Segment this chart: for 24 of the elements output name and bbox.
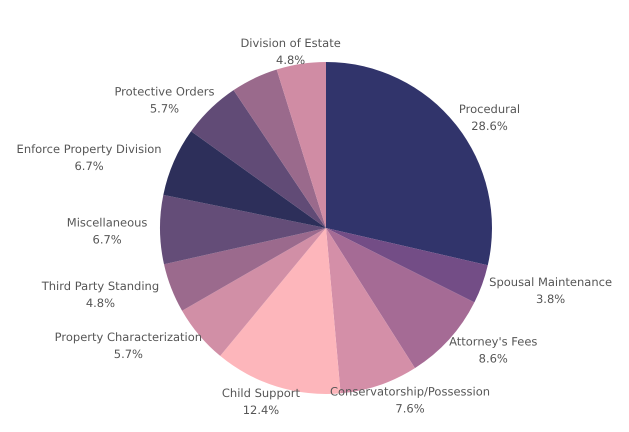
slice-label: Attorney's Fees bbox=[449, 334, 538, 349]
slice-label: Protective Orders bbox=[114, 84, 215, 99]
data-label: 4.8% bbox=[276, 53, 306, 68]
slice-label: Conservatorship/Possession bbox=[330, 384, 490, 398]
slice-label: Third Party Standing bbox=[40, 279, 160, 294]
slice-label: Procedural bbox=[458, 102, 520, 116]
slice-label: Property Characterization bbox=[54, 330, 202, 344]
data-label: 6.7% bbox=[92, 232, 122, 247]
slice-label: Division of Estate bbox=[240, 36, 341, 50]
slice-label: Miscellaneous bbox=[66, 216, 148, 230]
data-label: 28.6% bbox=[471, 118, 508, 133]
data-label: 5.7% bbox=[114, 347, 144, 362]
data-label: 3.8% bbox=[536, 292, 566, 306]
pie-slice bbox=[163, 131, 326, 228]
data-label: 12.4% bbox=[242, 402, 280, 417]
data-label: 5.7% bbox=[150, 102, 180, 116]
data-label: 8.6% bbox=[478, 352, 508, 366]
slice-label: Enforce Property Division bbox=[16, 142, 162, 156]
data-label: 6.7% bbox=[74, 158, 104, 173]
pie-slice bbox=[326, 228, 488, 302]
data-label: 4.8% bbox=[86, 296, 116, 310]
data-label: 7.6% bbox=[395, 401, 425, 416]
slice-label: Child Support bbox=[222, 386, 301, 400]
slice-label: Spousal Maintenance bbox=[489, 274, 612, 289]
